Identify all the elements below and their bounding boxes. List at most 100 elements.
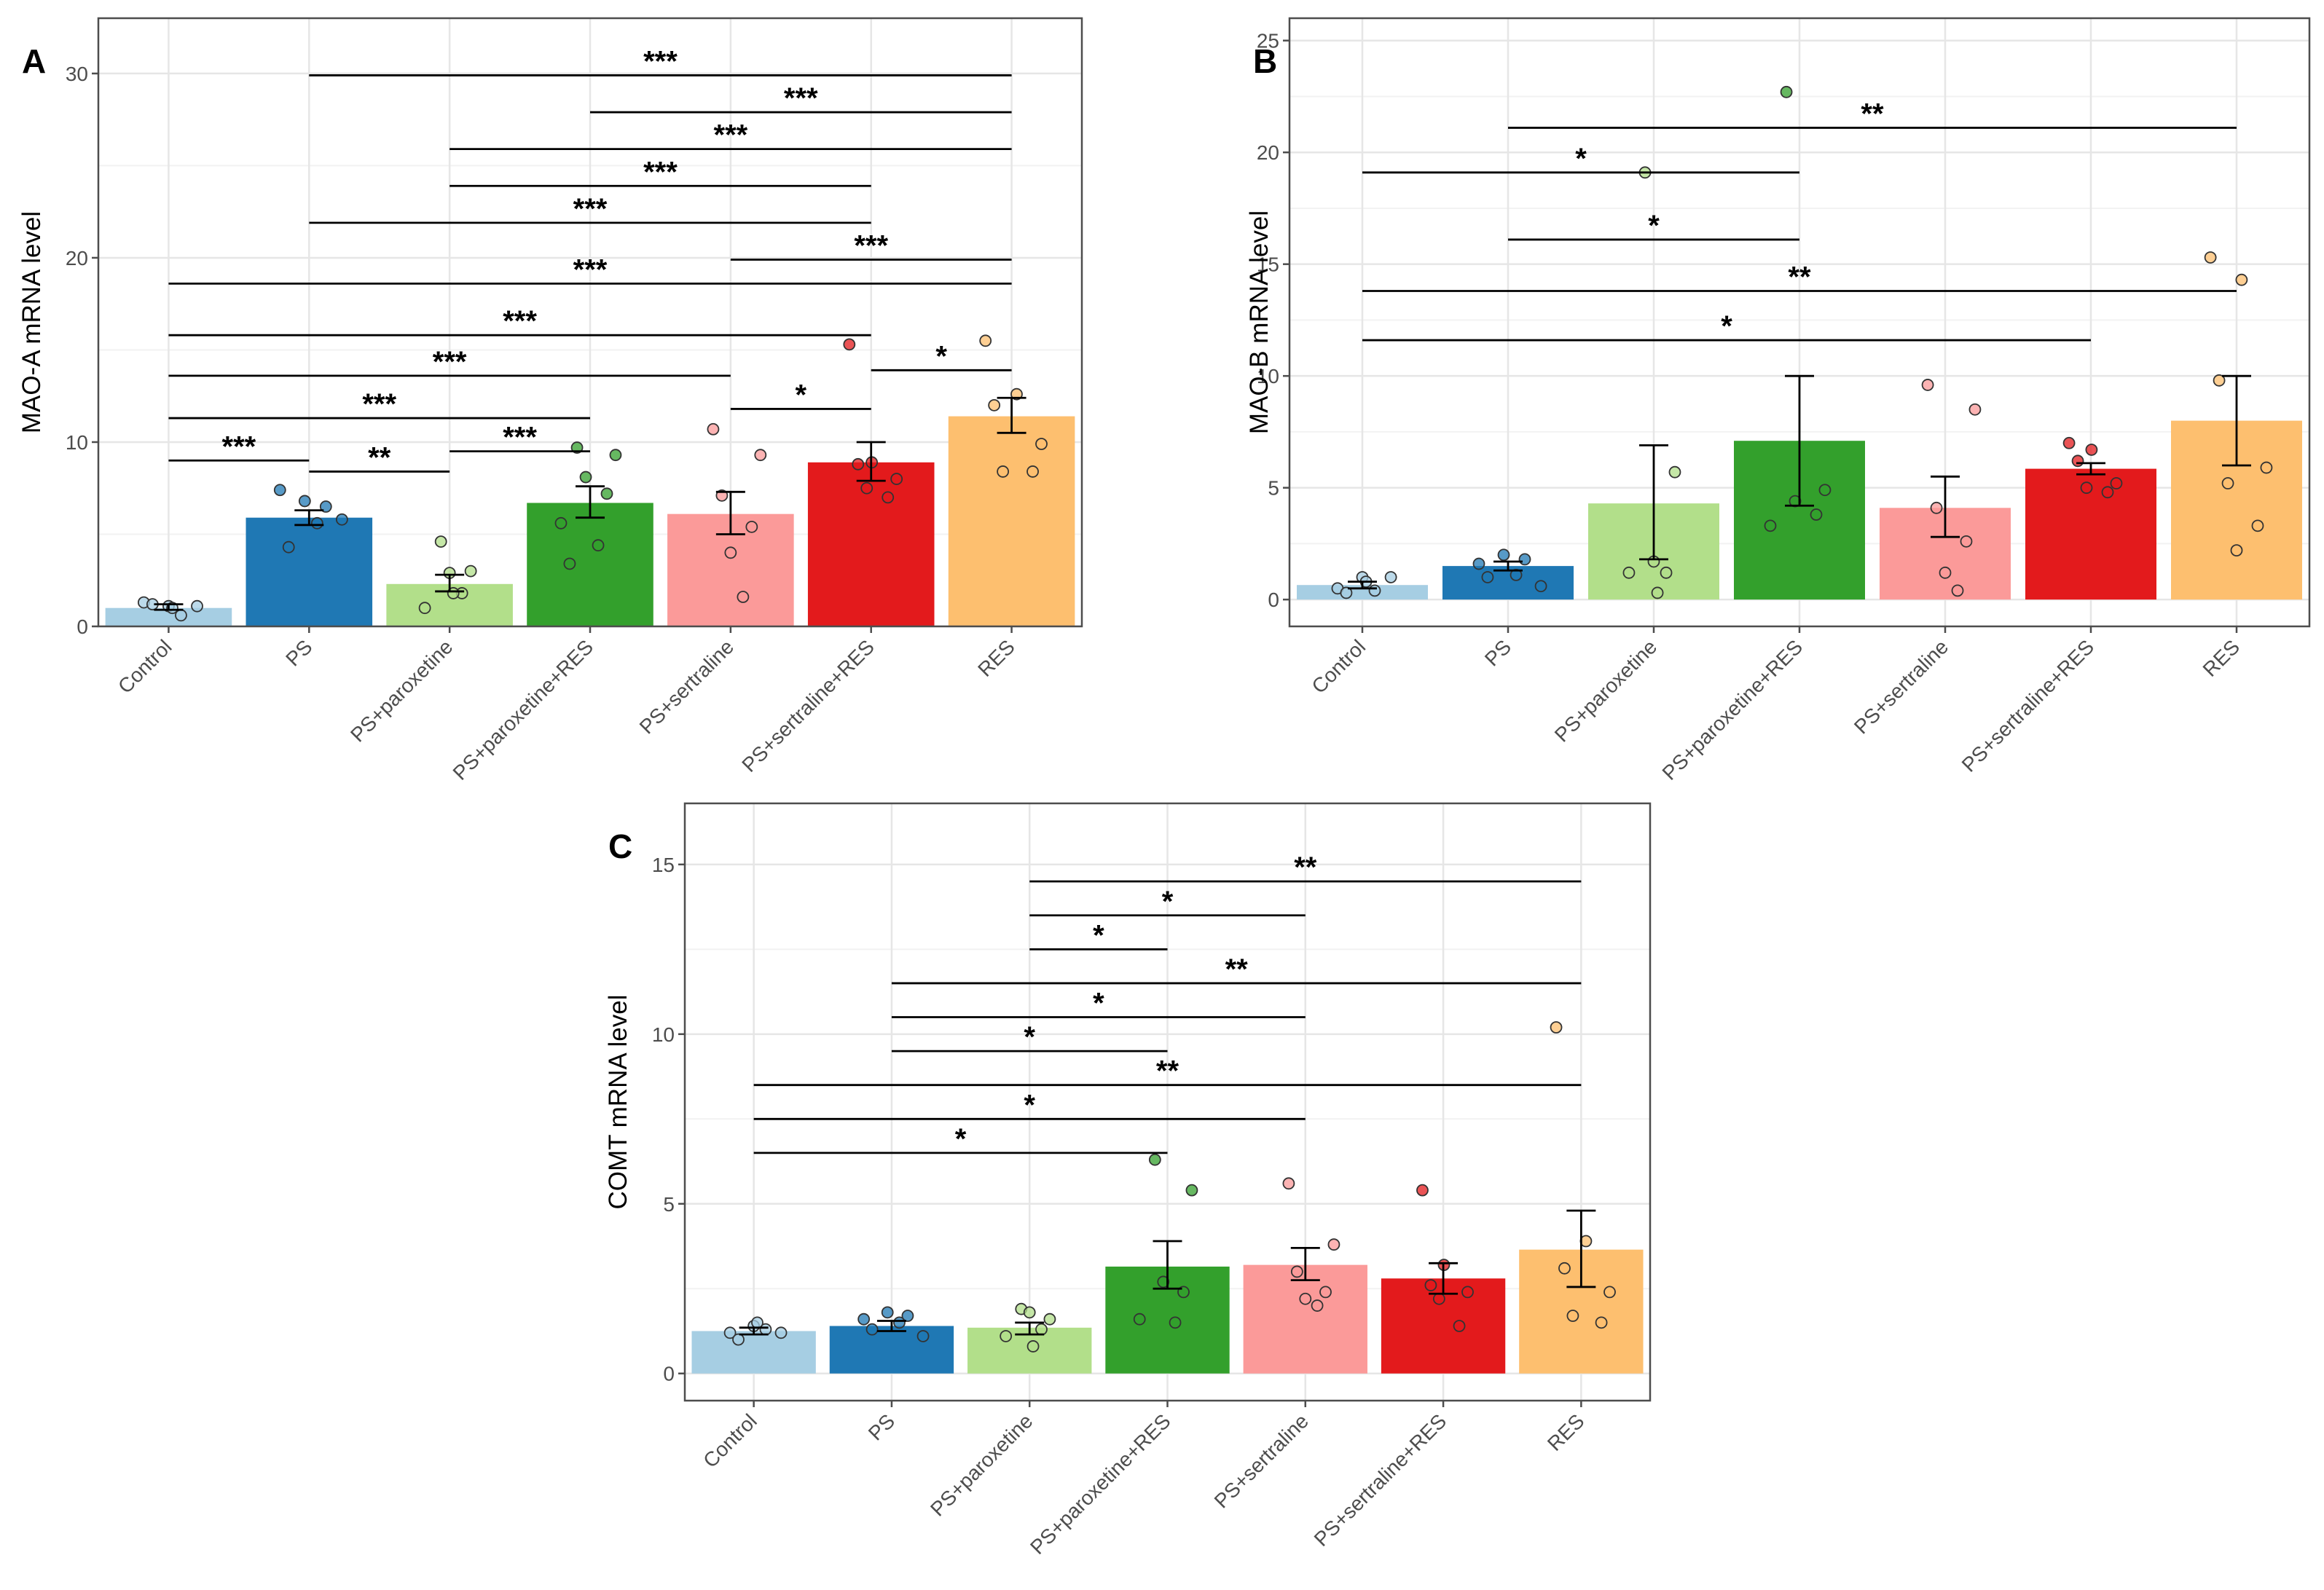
data-point xyxy=(2110,477,2123,489)
y-tick-label: 20 xyxy=(66,247,88,269)
data-point xyxy=(1169,1316,1182,1329)
significance-label: *** xyxy=(362,388,396,420)
data-point xyxy=(1026,465,1039,478)
y-tick-label: 20 xyxy=(1257,141,1279,164)
data-point xyxy=(2235,273,2248,286)
y-tick-label: 15 xyxy=(1257,253,1279,276)
significance-label: * xyxy=(1093,988,1104,1020)
significance-label: ** xyxy=(1788,261,1811,294)
data-point xyxy=(1023,1306,1036,1319)
significance-label: *** xyxy=(222,430,256,463)
x-tick-label: PS+paroxetine+RES xyxy=(1658,635,1807,784)
significance-label: ** xyxy=(1294,851,1317,883)
data-point xyxy=(1368,584,1381,597)
significance-label: * xyxy=(1162,886,1174,918)
data-point xyxy=(1534,580,1547,593)
data-point xyxy=(857,1312,871,1326)
data-point xyxy=(1810,508,1823,521)
data-point xyxy=(707,422,720,436)
x-tick-label: RES xyxy=(973,635,1019,681)
data-point xyxy=(282,540,295,554)
bar xyxy=(1243,1264,1367,1374)
data-point xyxy=(592,539,605,552)
data-point xyxy=(1668,465,1681,479)
significance-label: * xyxy=(1024,1021,1035,1053)
data-point xyxy=(1340,586,1353,599)
data-point xyxy=(1960,535,1973,548)
panel-a: *** ******** **** *************************… xyxy=(17,17,1083,784)
y-axis-title: MAO-A mRNA level xyxy=(17,211,46,433)
data-point xyxy=(890,473,903,485)
y-tick-label: 5 xyxy=(1268,477,1279,500)
y-tick-label: 0 xyxy=(1268,589,1279,611)
data-point xyxy=(1319,1286,1332,1299)
x-tick-label: PS+paroxetine xyxy=(1550,635,1661,746)
data-point xyxy=(979,334,992,347)
significance-label: *** xyxy=(573,253,608,286)
bar xyxy=(1297,585,1428,600)
data-point xyxy=(563,557,576,570)
data-point xyxy=(1518,553,1531,566)
y-tick-label: 10 xyxy=(652,1023,675,1046)
x-tick-label: Control xyxy=(1307,635,1370,698)
data-point xyxy=(1026,1340,1040,1353)
data-point xyxy=(2101,486,2114,499)
data-point xyxy=(1035,438,1048,450)
x-tick-label: RES xyxy=(1543,1409,1589,1455)
data-point xyxy=(1558,1262,1571,1275)
data-point xyxy=(751,1316,763,1329)
data-point xyxy=(579,471,592,484)
x-tick-label: PS xyxy=(281,635,316,670)
bar xyxy=(691,1331,816,1374)
data-point xyxy=(852,457,865,471)
data-point xyxy=(2260,461,2273,474)
data-point xyxy=(1424,1279,1437,1291)
data-point xyxy=(745,520,758,533)
data-point xyxy=(2062,436,2076,449)
data-point xyxy=(1157,1275,1170,1288)
data-point xyxy=(1185,1184,1198,1197)
x-tick-label: PS+paroxetine xyxy=(926,1409,1037,1520)
data-point xyxy=(893,1316,906,1329)
data-point xyxy=(723,1326,737,1339)
data-point xyxy=(1764,519,1777,532)
data-point xyxy=(1384,571,1397,583)
data-point xyxy=(1595,1316,1608,1329)
data-point xyxy=(1968,403,1982,416)
panel-letter: C xyxy=(608,827,632,865)
y-tick-label: 15 xyxy=(652,854,675,876)
x-tick-label: PS+sertraline+RES xyxy=(737,635,879,776)
data-point xyxy=(1432,1292,1445,1305)
data-point xyxy=(2080,481,2093,495)
data-point xyxy=(2230,544,2243,557)
data-point xyxy=(737,591,750,603)
y-tick-label: 0 xyxy=(663,1363,675,1385)
data-point xyxy=(860,481,874,495)
y-tick-label: 5 xyxy=(663,1193,675,1216)
significance-label: *** xyxy=(643,45,678,77)
x-tick-label: PS+paroxetine xyxy=(346,635,457,746)
data-point xyxy=(464,564,477,578)
significance-label: *** xyxy=(433,346,467,378)
significance-label: *** xyxy=(784,82,818,114)
significance-label: *** xyxy=(854,229,888,261)
data-point xyxy=(988,398,1001,412)
data-point xyxy=(418,602,431,615)
data-point xyxy=(774,1326,788,1339)
data-point xyxy=(881,1306,894,1319)
significance-label: * xyxy=(1093,919,1104,951)
significance-label: ** xyxy=(368,441,391,473)
data-point xyxy=(732,1333,745,1346)
data-point xyxy=(335,513,348,526)
significance-label: * xyxy=(1721,310,1732,342)
data-point xyxy=(865,1323,879,1336)
data-point xyxy=(1043,1312,1056,1326)
data-point xyxy=(1416,1184,1429,1197)
data-point xyxy=(2071,454,2084,468)
y-tick-label: 25 xyxy=(1257,30,1279,52)
data-point xyxy=(1000,1330,1013,1342)
significance-label: * xyxy=(935,340,947,372)
data-point xyxy=(2221,477,2234,489)
bar xyxy=(1442,566,1574,600)
